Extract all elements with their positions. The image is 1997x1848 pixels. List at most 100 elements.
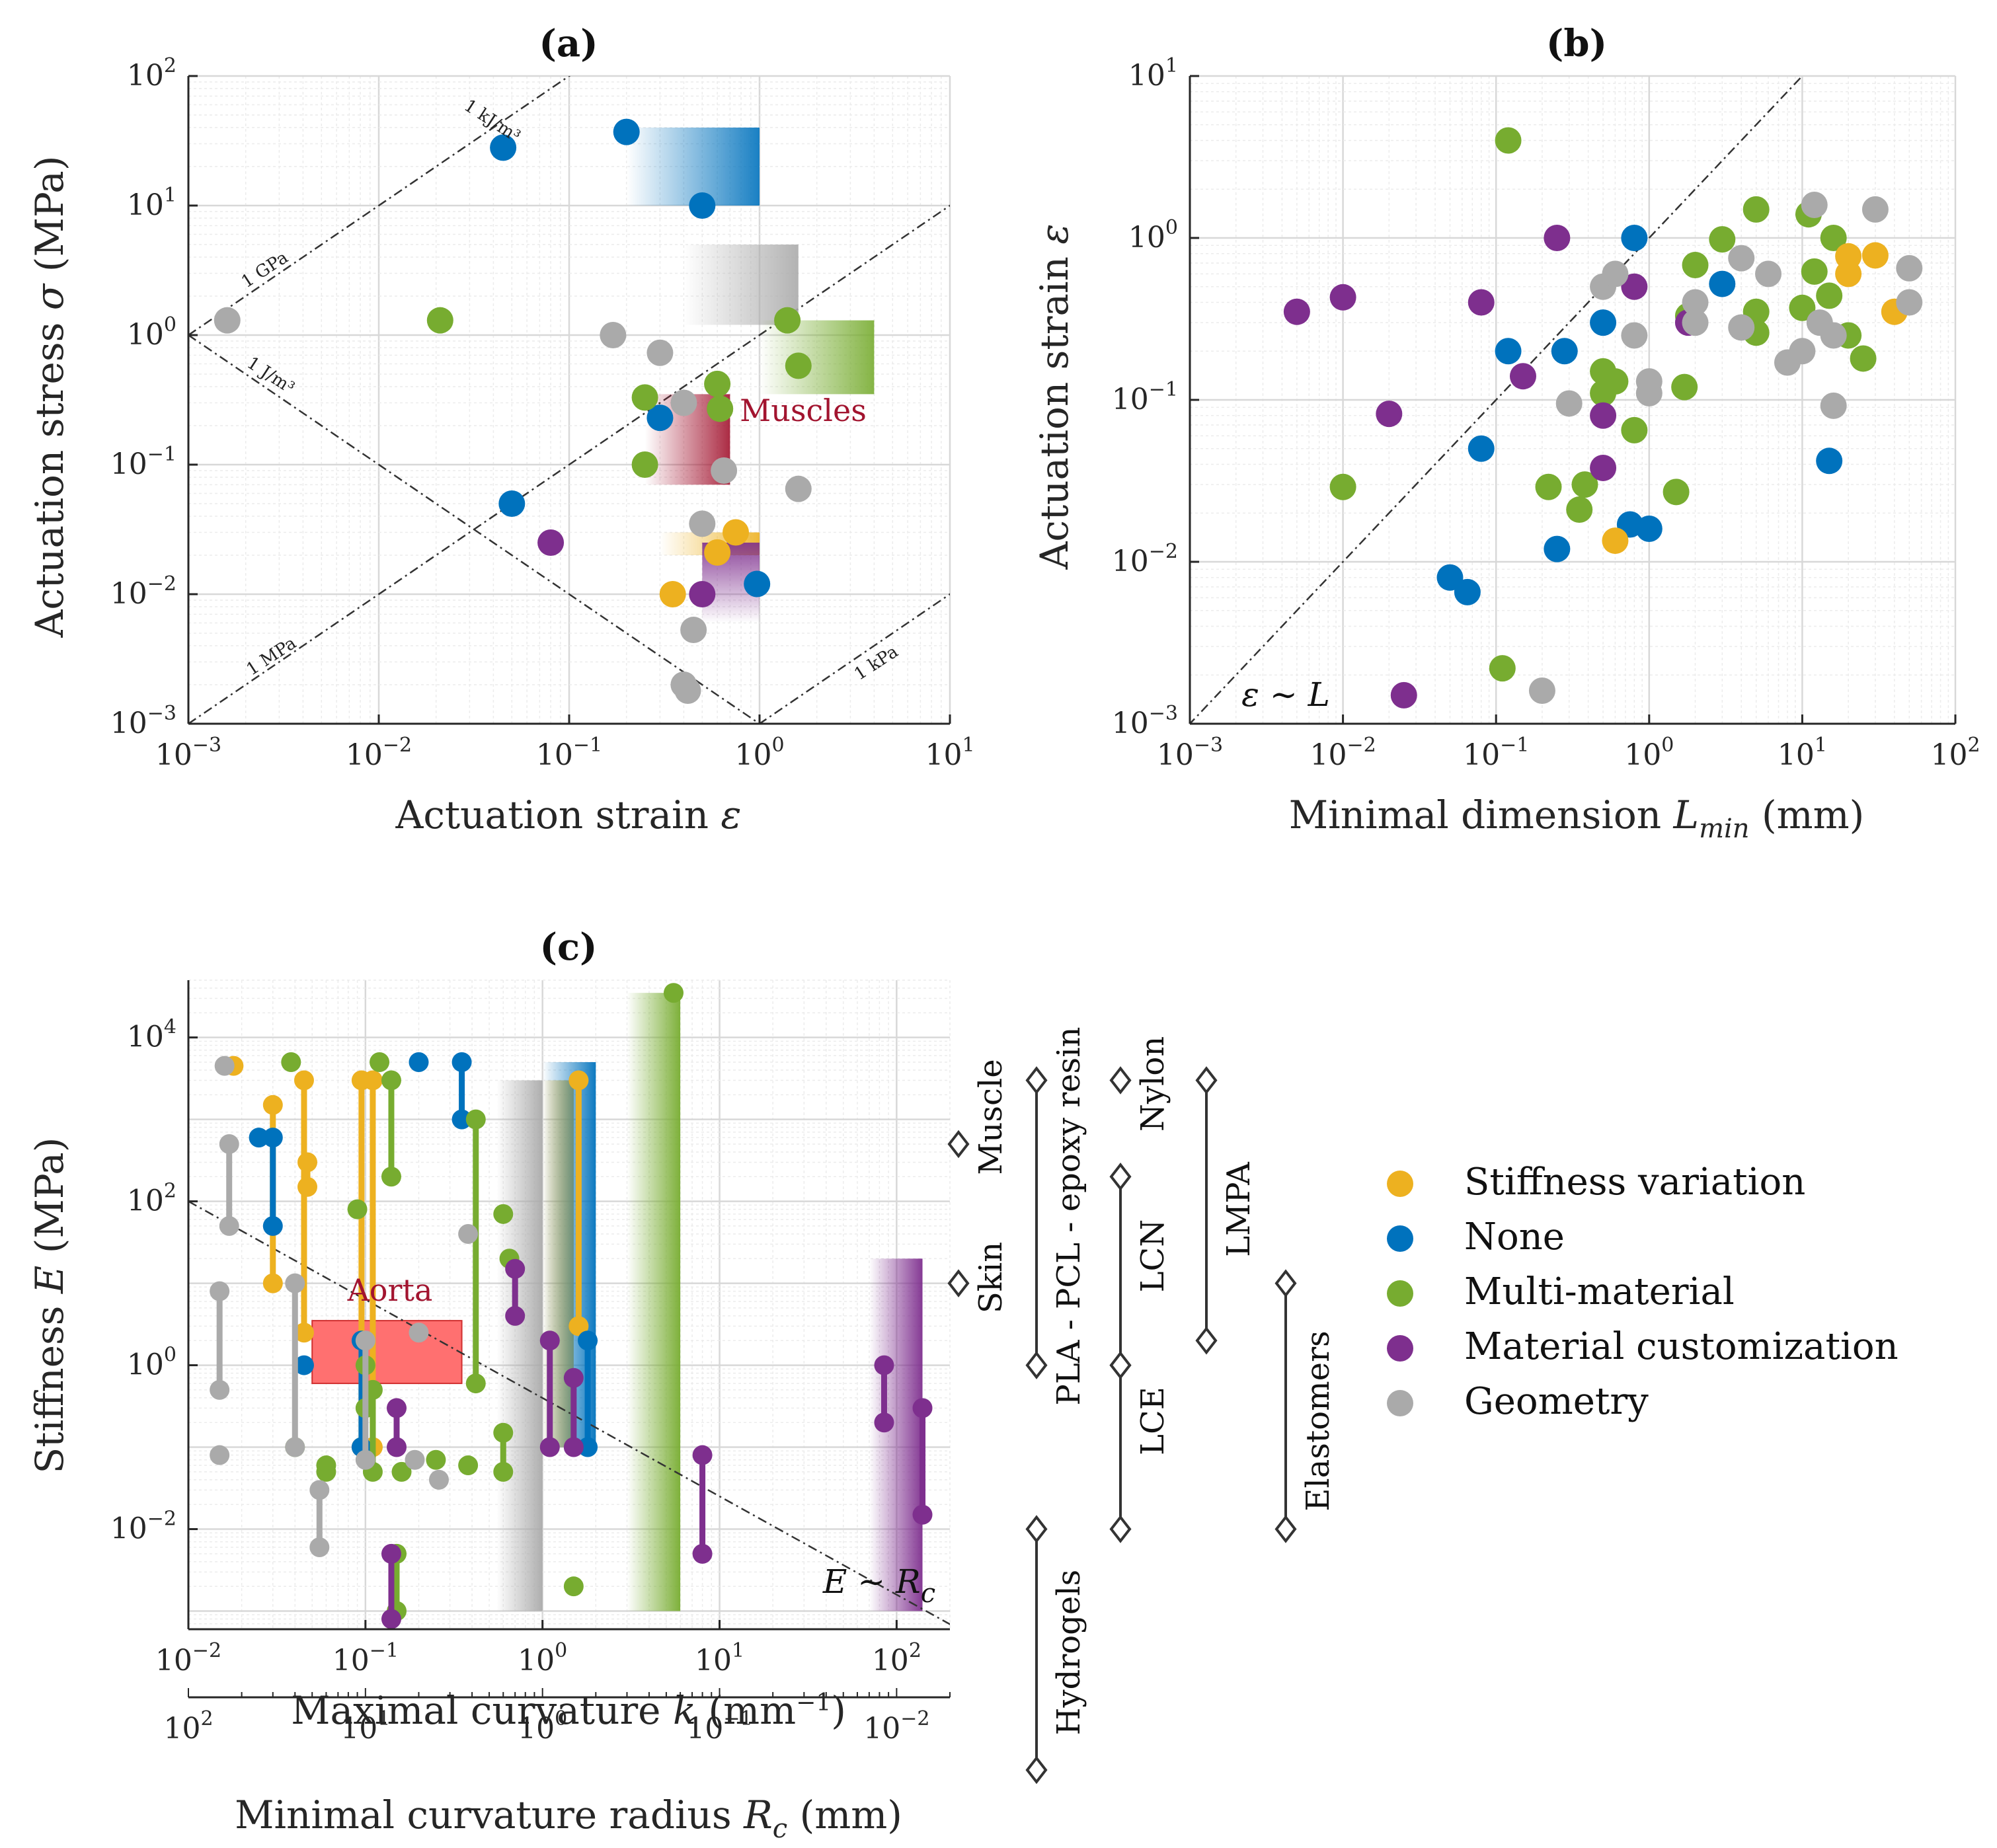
range-min-point (281, 1052, 301, 1072)
data-point-geometry (785, 475, 812, 502)
data-point-none (1816, 447, 1843, 475)
guide-label-text: 1 MPa (243, 633, 300, 680)
legend-marker (1387, 1335, 1413, 1362)
legend-label: Material customization (1464, 1325, 1899, 1368)
region-multi-material (760, 320, 875, 395)
legend-item-multi-material: Multi-material (1387, 1270, 1735, 1313)
x-tick-label: 102 (872, 1639, 921, 1677)
data-point-geometry (1728, 314, 1755, 341)
data-point-multi-material (1709, 226, 1736, 253)
range-max-point (451, 1052, 472, 1072)
data-point-none (498, 490, 526, 518)
range-min-point (219, 1215, 239, 1236)
panel-c-ylabel: Stiffness E (MPa) (27, 1137, 72, 1474)
data-point-stiffness-variation (704, 539, 731, 566)
y-tick-label: 10−2 (110, 1508, 176, 1546)
y-tick-label: 102 (127, 1180, 176, 1218)
x-tick-label: 10−1 (1463, 734, 1529, 772)
legend-label: Geometry (1464, 1380, 1649, 1423)
range-min-point (262, 1273, 283, 1293)
guide-label-text: 1 kPa (851, 642, 902, 685)
range-end-diamond (947, 1269, 970, 1297)
data-point-material-customization (1283, 298, 1310, 325)
range-max-point (465, 1109, 486, 1130)
data-point-multi-material (1801, 258, 1828, 285)
guide-line (188, 334, 762, 724)
data-point-geometry (1861, 196, 1889, 223)
range-max-point (210, 1281, 230, 1301)
data-point-geometry (674, 677, 701, 704)
x-tick-label: 100 (1624, 734, 1674, 772)
range-max-point (262, 1128, 283, 1148)
range-end-diamond (1274, 1515, 1297, 1543)
y-tick-label: 100 (127, 1344, 176, 1382)
data-point-geometry (600, 322, 627, 348)
range-min-point (214, 1056, 235, 1076)
region-none (626, 127, 760, 206)
data-point-multi-material (704, 370, 731, 397)
legend-label: Stiffness variation (1464, 1161, 1805, 1204)
data-point-none (646, 404, 674, 432)
range-min-point (347, 1199, 368, 1219)
legend-marker (1387, 1390, 1413, 1416)
y-tick-label: 10−1 (1112, 378, 1178, 416)
data-point-multi-material (1566, 496, 1593, 523)
data-point-material-customization (689, 581, 716, 607)
range-label: Muscle (972, 1059, 1009, 1174)
x2-tick-label: 10−2 (863, 1707, 929, 1746)
y-tick-label: 10−2 (110, 572, 176, 611)
range-max-point (912, 1398, 933, 1418)
x2-tick-label: 10−1 (686, 1707, 752, 1746)
data-point-multi-material (1621, 416, 1648, 443)
panel-b-ylabel: Actuation strain ε (1032, 223, 1077, 570)
data-point-material-customization (1509, 363, 1536, 390)
data-point-multi-material (1329, 473, 1356, 500)
bar-material-customization (869, 1258, 923, 1611)
y-tick-label: 10−1 (110, 443, 176, 481)
legend-label: Multi-material (1464, 1270, 1735, 1313)
range-max-point (381, 1543, 401, 1564)
range-min-point (409, 1323, 429, 1343)
range-label: Hydrogels (1050, 1570, 1087, 1736)
range-min-point (405, 1449, 425, 1470)
x2-tick-label: 102 (163, 1707, 213, 1746)
range-min-point (309, 1537, 330, 1558)
material-range-pla-pcl-epoxy-resin: PLA - PCL - epoxy resin (1025, 1027, 1087, 1405)
range-min-point (262, 1215, 283, 1236)
range-min-point (505, 1305, 526, 1326)
data-point-material-customization (1468, 289, 1495, 316)
data-point-geometry (1896, 289, 1923, 316)
series-material-customization (381, 1258, 933, 1629)
range-min-point (210, 1445, 230, 1465)
x-tick-label: 10−1 (536, 734, 602, 772)
material-range-muscle: Muscle (947, 1059, 1009, 1175)
range-end-diamond (1109, 1515, 1132, 1543)
data-point-multi-material (1495, 127, 1522, 154)
data-point-geometry (214, 307, 241, 334)
data-point-geometry (1528, 677, 1555, 704)
data-point-geometry (1896, 254, 1923, 282)
guide-line-E-Rc (188, 1200, 950, 1625)
x-tick-label: 100 (518, 1639, 567, 1677)
panel-b-title: (b) (1546, 22, 1607, 65)
range-min-point (285, 1437, 305, 1457)
legend-item-material-customization: Material customization (1387, 1325, 1899, 1368)
data-point-none (1544, 535, 1571, 562)
y-tick-label: 10−2 (1112, 540, 1178, 578)
e-L-annotation: ε ∼ L (1241, 675, 1330, 714)
panel-b: (b) Minimal dimension Lmin (mm) Actuatio… (1032, 22, 1980, 844)
series-geometry (210, 1056, 479, 1558)
y-tick-label: 101 (127, 184, 176, 222)
data-point-multi-material (785, 352, 812, 379)
y-tick-label: 100 (1128, 216, 1178, 254)
y-tick-label: 10−3 (1112, 702, 1178, 740)
bar-geometry (496, 1080, 543, 1611)
material-range-elastomers: Elastomers (1274, 1269, 1337, 1543)
regions-a (626, 127, 875, 623)
panel-c-x2label: Minimal curvature radius Rc (mm) (235, 1792, 902, 1844)
data-point-multi-material (1816, 282, 1843, 309)
y-tick-label: 100 (127, 313, 176, 352)
range-end-diamond (1109, 1351, 1132, 1379)
range-max-point (362, 1070, 383, 1091)
data-point-multi-material (1663, 479, 1690, 506)
